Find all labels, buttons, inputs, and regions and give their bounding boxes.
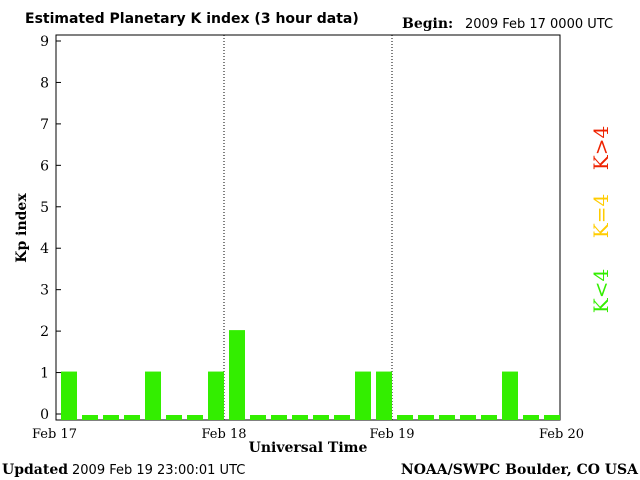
y-axis-ticks: 0 1 2 3 4 5 6 7 8 9 — [40, 34, 61, 423]
kp-bar — [250, 415, 266, 420]
y-tick-label: 0 — [40, 407, 49, 423]
kp-bars — [61, 330, 560, 420]
kp-bar — [418, 415, 434, 420]
kp-bar — [271, 415, 287, 420]
day-separators — [223, 35, 393, 420]
chart-title: Estimated Planetary K index (3 hour data… — [25, 11, 359, 27]
kp-bar — [124, 415, 140, 420]
legend-k-equals-4: K=4 — [589, 194, 613, 238]
x-tick-label: Feb 19 — [370, 427, 415, 442]
kp-bar — [82, 415, 98, 420]
y-tick-label: 7 — [40, 117, 49, 133]
y-tick-label: 6 — [40, 158, 49, 174]
y-tick-label: 9 — [40, 34, 49, 50]
updated-value: 2009 Feb 19 23:00:01 UTC — [72, 463, 245, 478]
kp-bar — [103, 415, 119, 420]
x-axis-ticks: Feb 17 Feb 18 Feb 19 Feb 20 — [32, 427, 584, 442]
y-tick-label: 2 — [40, 324, 49, 340]
y-axis-label: Kp index — [14, 193, 30, 263]
x-axis-label: Universal Time — [249, 440, 368, 456]
legend-k-less-4: K<4 — [589, 269, 613, 313]
kp-bar — [502, 371, 518, 420]
begin-label: Begin: — [402, 16, 453, 32]
kp-bar — [229, 330, 245, 420]
kp-bar — [523, 415, 539, 420]
kp-bar — [376, 371, 392, 420]
y-tick-label: 8 — [40, 75, 49, 91]
x-tick-label: Feb 20 — [539, 427, 584, 442]
kp-bar — [313, 415, 329, 420]
kp-bar — [460, 415, 476, 420]
updated-label: Updated — [2, 462, 68, 478]
plot-frame — [55, 34, 561, 421]
kp-bar — [397, 415, 413, 420]
x-tick-label: Feb 17 — [32, 427, 77, 442]
y-tick-label: 3 — [40, 283, 49, 299]
legend-k-greater-4: K>4 — [589, 126, 613, 170]
kp-bar — [187, 415, 203, 420]
kp-bar — [166, 415, 182, 420]
kp-bar — [292, 415, 308, 420]
y-tick-label: 4 — [40, 241, 49, 257]
begin-value: 2009 Feb 17 0000 UTC — [465, 17, 613, 32]
kp-bar — [355, 371, 371, 420]
y-tick-label: 5 — [40, 200, 49, 216]
kp-bar — [481, 415, 497, 420]
x-tick-label: Feb 18 — [202, 427, 247, 442]
y-tick-label: 1 — [40, 366, 49, 382]
kp-bar — [145, 371, 161, 420]
kp-bar — [334, 415, 350, 420]
kp-bar — [61, 371, 77, 420]
data-source: NOAA/SWPC Boulder, CO USA — [401, 462, 639, 478]
kp-bar — [439, 415, 455, 420]
kp-bar — [208, 371, 224, 420]
kp-bar — [544, 415, 560, 420]
